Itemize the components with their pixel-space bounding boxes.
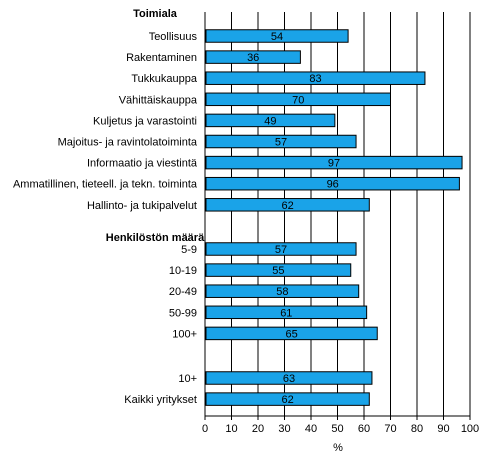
bar [205,92,391,107]
category-label: Tukkukauppa [131,73,198,85]
bar [205,392,370,406]
data-label: 63 [283,373,295,385]
category-label: Rakentaminen [126,52,197,64]
tick-label: 10 [225,423,237,435]
tick-label: 40 [305,423,317,435]
category-label: Ammatillinen, tieteell. ja tekn. toimint… [13,179,198,191]
category-label: 10+ [178,373,197,385]
category-labels: Toimiala Teollisuus Rakentaminen Tukkukaupp… [13,8,205,406]
bar [205,305,368,320]
bar [205,50,301,64]
category-label: 100+ [172,328,197,340]
category-label: Kuljetus ja varastointi [93,115,197,127]
group-header: Toimiala [133,8,178,20]
category-label: Teollisuus [149,31,198,43]
category-label: Informaatio ja viestintä [87,158,198,170]
data-label: 58 [276,286,288,298]
bar [205,263,352,277]
bar [205,113,336,128]
data-label: 49 [264,115,276,127]
data-label: 83 [309,73,321,85]
bar [205,176,460,191]
tick-label: 100 [461,423,479,435]
category-label: Hallinto- ja tukipalvelut [87,200,197,212]
bar [205,242,357,256]
tick-label: 50 [331,423,343,435]
bar [205,155,463,170]
tick-label: 0 [202,423,208,435]
data-label: 97 [328,158,340,170]
tick-label: 70 [384,423,396,435]
x-axis: 0 10 20 30 40 50 60 70 80 90 100 [202,415,479,435]
data-label: 96 [327,179,339,191]
category-label: Kaikki yritykset [124,394,197,406]
category-label: 20-49 [169,286,197,298]
category-label: 10-19 [169,265,197,277]
bar [205,71,426,85]
data-label: 36 [247,52,259,64]
x-axis-label: % [333,442,343,454]
bars: 54 36 83 70 49 57 97 96 62 57 55 58 61 65 63 62 [205,29,463,406]
category-label: Vähittäiskauppa [119,94,198,106]
bar [205,198,370,212]
data-label: 55 [272,265,284,277]
bar [205,326,378,341]
bar [205,284,360,298]
data-label: 65 [286,328,298,340]
data-label: 54 [271,31,283,43]
bar [205,371,373,385]
tick-label: 90 [437,423,449,435]
tick-label: 80 [411,423,423,435]
data-label: 62 [282,200,294,212]
data-label: 61 [280,307,292,319]
bar [205,29,349,43]
tick-label: 30 [278,423,290,435]
tick-label: 20 [252,423,264,435]
data-label: 70 [292,94,304,106]
category-label: Majoitus- ja ravintolatoiminta [58,137,198,149]
tick-label: 60 [358,423,370,435]
category-label: 5-9 [181,244,197,256]
bar [205,134,357,149]
category-label: 50-99 [169,307,197,319]
data-label: 57 [275,244,287,256]
data-label: 62 [282,394,294,406]
group-header: Henkilöstön määrä [106,232,205,244]
data-label: 57 [275,137,287,149]
